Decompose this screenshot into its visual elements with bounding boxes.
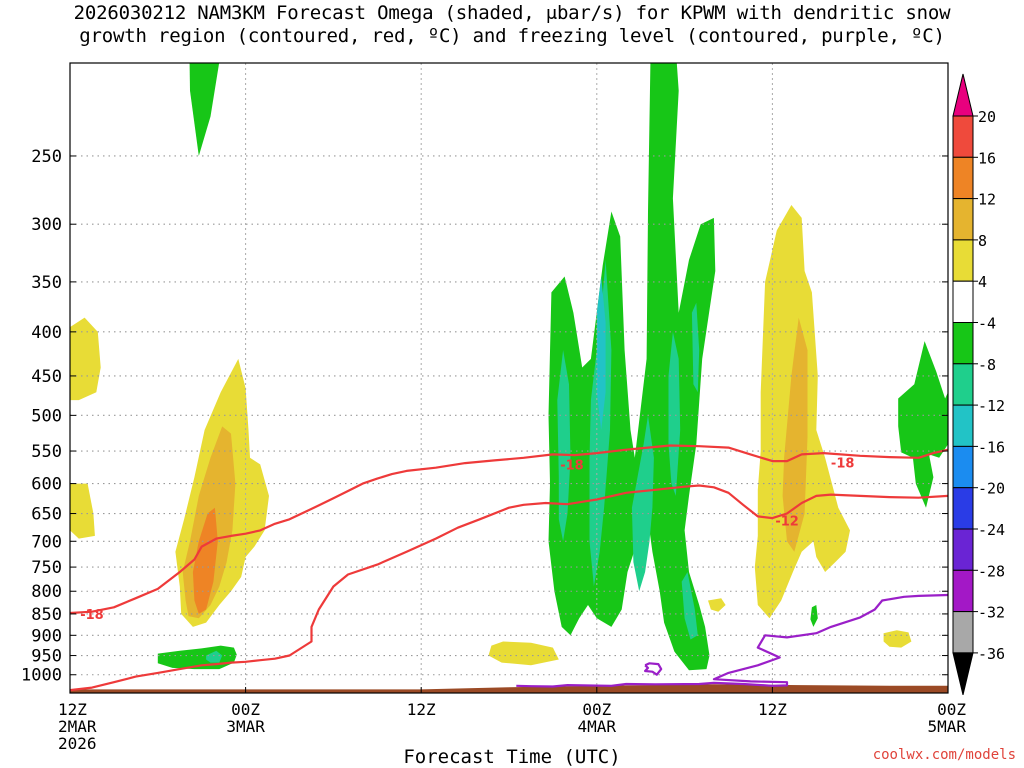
terrain-strip (70, 684, 948, 693)
y-tick-label: 900 (31, 626, 62, 646)
y-tick-label: 950 (31, 647, 62, 667)
y-tick-label: 450 (31, 367, 62, 387)
y-tick-label: 600 (31, 475, 62, 495)
x-tick-label: 2MAR (58, 717, 97, 736)
omega-shaded-regions (70, 63, 948, 671)
colorbar-bin (952, 322, 974, 365)
x-tick-label: 5MAR (927, 717, 966, 736)
colorbar-bin (952, 611, 974, 654)
colorbar-bin (952, 528, 974, 571)
colorbar-label: 16 (978, 149, 996, 167)
omega-region-neg8neg12 (681, 572, 698, 640)
omega-region-neg12neg16 (596, 276, 606, 430)
plot-frame (69, 62, 949, 694)
y-tick-label: 400 (31, 323, 62, 343)
colorbar-label: 4 (978, 273, 987, 291)
omega-region-neg8neg12 (206, 650, 223, 663)
colorbar-min-arrow (952, 652, 974, 696)
colorbar-bin (952, 156, 974, 200)
colorbar-bin (952, 363, 974, 406)
omega-region-neg4neg8 (810, 605, 818, 627)
colorbar-label: -32 (978, 604, 1005, 622)
omega-region-4-8 (70, 483, 95, 539)
colorbar-label: -12 (978, 397, 1005, 415)
colorbar-bin (952, 569, 974, 613)
colorbar-max-arrow (952, 73, 974, 117)
y-tick-label: 850 (31, 605, 62, 625)
y-tick-label: 700 (31, 532, 62, 552)
y-tick-label: 300 (31, 215, 62, 235)
freezing-level-contour (644, 662, 663, 676)
omega-region-neg8neg12 (691, 302, 700, 393)
colorbar-bin (952, 198, 974, 241)
colorbar-bin (952, 487, 974, 530)
x-tick-label: 12Z (58, 700, 87, 719)
chart-title-line2: growth region (contoured, red, ºC) and f… (79, 25, 945, 47)
colorbar-label: 20 (978, 108, 996, 126)
omega-region-neg8neg12 (668, 331, 681, 496)
omega-region-8-12 (782, 317, 808, 552)
omega-region-neg8neg12 (631, 415, 654, 592)
chart-title-line1: 2026030212 NAM3KM Forecast Omega (shaded… (73, 2, 951, 24)
omega-region-12-16 (192, 507, 218, 614)
colorbar-bin (952, 115, 974, 158)
dendritic-contour (70, 444, 948, 615)
colorbar-label: -28 (978, 562, 1005, 580)
contour-label: -18 (831, 456, 855, 471)
x-axis-title: Forecast Time (UTC) (403, 746, 621, 768)
colorbar-bin (952, 404, 974, 447)
omega-colorbar: 20 16 12 8 4 -4 -8 -12 -16 -20 -24 -28 -32 -36 (952, 73, 1005, 696)
colorbar-label: -4 (978, 315, 996, 333)
x-tick-label: 3MAR (226, 717, 265, 736)
y-tick-label: 350 (31, 273, 62, 293)
y-tick-label: 750 (31, 558, 62, 578)
x-tick-label: 00Z (582, 700, 611, 719)
pressure-axis: 2503003504004505005506006507007508008509… (21, 147, 948, 686)
y-tick-label: 500 (31, 406, 62, 426)
x-tick-label: 2026 (58, 734, 97, 753)
x-tick-label: 00Z (937, 700, 966, 719)
colorbar-bin (952, 280, 974, 324)
omega-region-4-8 (883, 630, 912, 648)
omega-region-neg4neg8 (189, 63, 220, 156)
x-tick-label: 4MAR (578, 717, 617, 736)
x-tick-label: 12Z (407, 700, 436, 719)
contour-label: -18 (560, 458, 584, 473)
y-tick-label: 800 (31, 582, 62, 602)
contour-label: -18 (80, 608, 104, 623)
omega-region-neg8neg12 (557, 350, 571, 542)
omega-region-neg4neg8 (898, 341, 948, 508)
y-tick-label: 650 (31, 505, 62, 525)
colorbar-bin (952, 239, 974, 282)
contour-labels: -18 -18 -12 -18 (80, 456, 855, 623)
contour-label: -12 (775, 514, 799, 529)
colorbar-label: -8 (978, 356, 996, 374)
terrain-fill (70, 684, 948, 693)
x-tick-label: 00Z (231, 700, 260, 719)
y-tick-label: 550 (31, 442, 62, 462)
omega-region-4-8 (70, 317, 101, 401)
x-tick-label: 12Z (758, 700, 787, 719)
colorbar-label: -20 (978, 480, 1005, 498)
y-tick-label: 1000 (21, 666, 62, 686)
chart-title: 2026030212 NAM3KM Forecast Omega (shaded… (0, 2, 1024, 48)
colorbar-bin (952, 445, 974, 489)
colorbar-label: 12 (978, 191, 996, 209)
dendritic-contour (70, 484, 948, 692)
colorbar-label: 8 (978, 232, 987, 250)
y-tick-label: 250 (31, 147, 62, 167)
omega-region-4-8 (708, 598, 726, 612)
credit-text: coolwx.com/models (872, 747, 1016, 763)
freezing-level-contour (516, 593, 948, 688)
colorbar-label: -16 (978, 438, 1005, 456)
colorbar-label: -36 (978, 645, 1005, 663)
temperature-contours (70, 444, 948, 692)
omega-region-4-8 (488, 641, 559, 666)
colorbar-label: -24 (978, 521, 1005, 539)
